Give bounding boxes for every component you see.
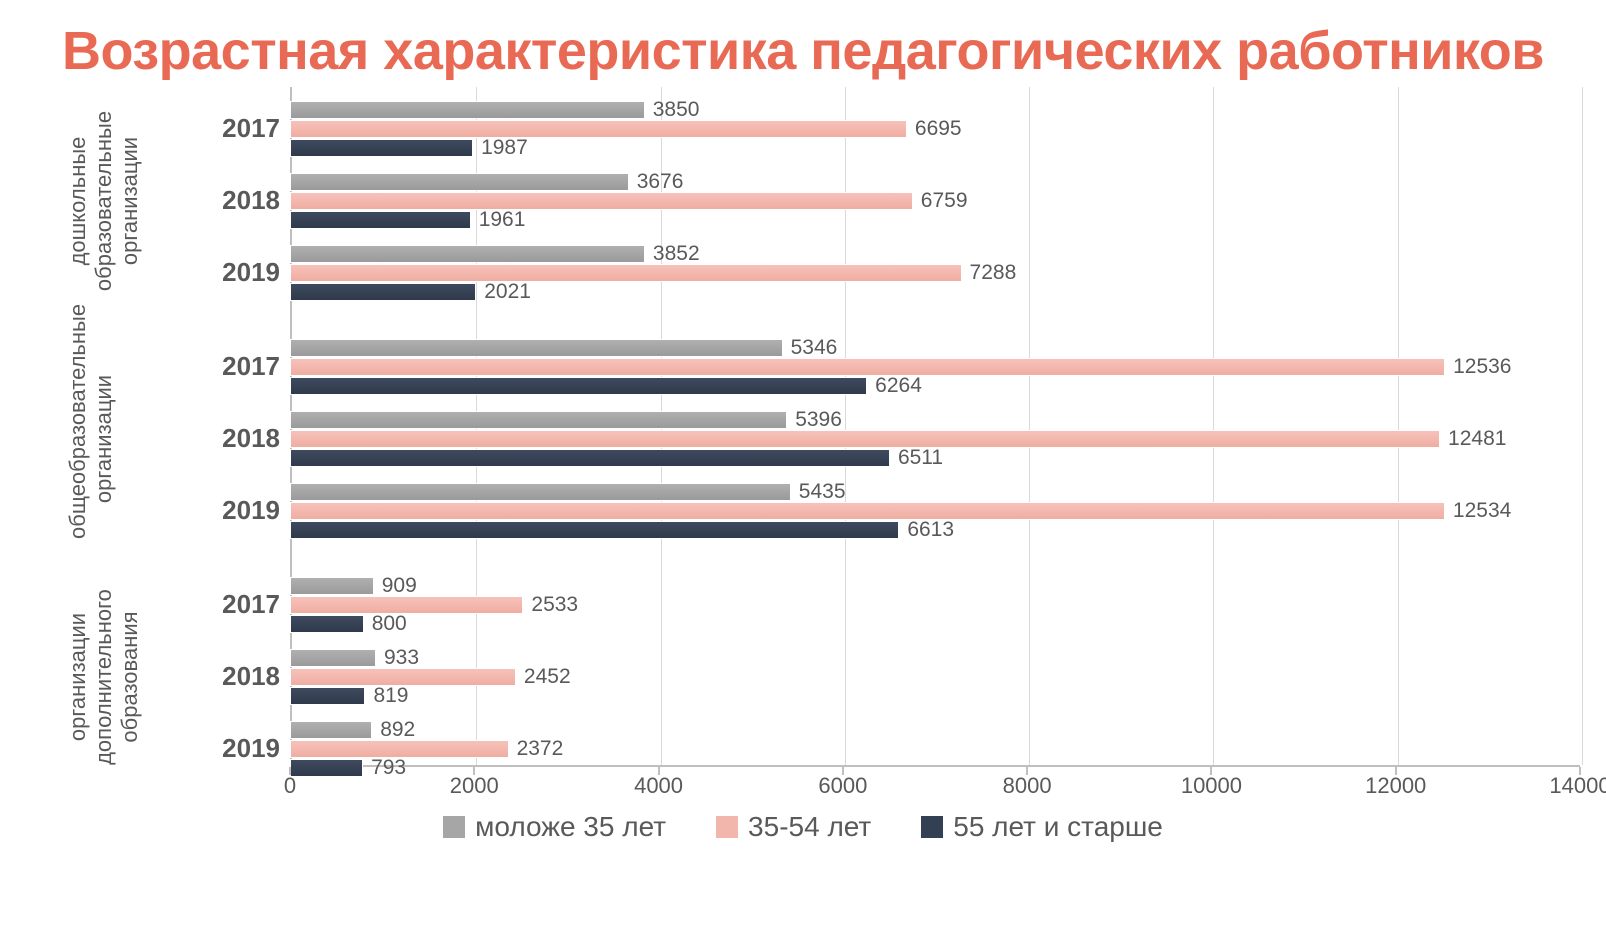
bar-old xyxy=(290,521,899,539)
legend-item: моложе 35 лет xyxy=(443,811,666,843)
x-tick-label: 10000 xyxy=(1181,773,1242,799)
legend-item: 35-54 лет xyxy=(716,811,871,843)
bar-mid xyxy=(290,430,1440,448)
bar-young xyxy=(290,411,787,429)
bar-value-label: 3850 xyxy=(653,98,700,122)
bar-mid xyxy=(290,502,1445,520)
bar-value-label: 2452 xyxy=(524,665,571,689)
x-tick-label: 2000 xyxy=(450,773,499,799)
x-tick-label: 8000 xyxy=(1003,773,1052,799)
bar-mid xyxy=(290,120,907,138)
bar-value-label: 12534 xyxy=(1453,499,1511,523)
category-label: дошкольные образовательные организации xyxy=(65,101,135,301)
bar-old xyxy=(290,139,473,157)
x-tick-label: 6000 xyxy=(818,773,867,799)
x-tickmark xyxy=(1579,767,1581,775)
x-tick-label: 4000 xyxy=(634,773,683,799)
category-label: организации дополнительного образования xyxy=(65,577,135,777)
bar-value-label: 6264 xyxy=(875,374,922,398)
bar-young xyxy=(290,339,783,357)
bar-value-label: 6511 xyxy=(898,446,943,470)
year-label: 2017 xyxy=(190,351,280,382)
x-tickmark xyxy=(473,767,475,775)
legend-label: 35-54 лет xyxy=(748,811,871,843)
x-tickmark xyxy=(1395,767,1397,775)
bar-value-label: 5396 xyxy=(795,408,842,432)
bar-value-label: 819 xyxy=(373,684,408,708)
legend-label: 55 лет и старше xyxy=(953,811,1163,843)
bar-value-label: 2372 xyxy=(517,737,564,761)
bar-value-label: 3852 xyxy=(653,242,700,266)
gridline xyxy=(1029,87,1030,765)
x-tick-label: 12000 xyxy=(1365,773,1426,799)
chart-title: Возрастная характеристика педагогических… xyxy=(20,20,1586,82)
legend-label: моложе 35 лет xyxy=(475,811,666,843)
year-label: 2018 xyxy=(190,661,280,692)
bar-old xyxy=(290,449,890,467)
x-tick-label: 14000 xyxy=(1549,773,1606,799)
x-tickmark xyxy=(1026,767,1028,775)
bar-old xyxy=(290,283,476,301)
year-label: 2017 xyxy=(190,589,280,620)
bar-value-label: 12481 xyxy=(1448,427,1506,451)
gridline xyxy=(845,87,846,765)
bar-young xyxy=(290,245,645,263)
bar-value-label: 3676 xyxy=(637,170,684,194)
bar-value-label: 892 xyxy=(380,718,415,742)
bar-mid xyxy=(290,192,913,210)
page: Возрастная характеристика педагогических… xyxy=(0,0,1606,936)
x-tickmark xyxy=(842,767,844,775)
gridline xyxy=(1398,87,1399,765)
bar-young xyxy=(290,101,645,119)
bar-value-label: 6759 xyxy=(921,189,968,213)
legend-swatch xyxy=(443,816,465,838)
year-label: 2018 xyxy=(190,185,280,216)
bar-young xyxy=(290,173,629,191)
bar-value-label: 909 xyxy=(382,574,417,598)
bar-value-label: 7288 xyxy=(970,261,1017,285)
bar-young xyxy=(290,649,376,667)
x-tick-label: 0 xyxy=(284,773,296,799)
bar-value-label: 6613 xyxy=(907,518,954,542)
bar-mid xyxy=(290,358,1445,376)
bar-old xyxy=(290,377,867,395)
year-label: 2018 xyxy=(190,423,280,454)
bar-young xyxy=(290,577,374,595)
bar-value-label: 933 xyxy=(384,646,419,670)
bar-old xyxy=(290,615,364,633)
bar-young xyxy=(290,721,372,739)
bar-value-label: 5346 xyxy=(791,336,838,360)
bar-young xyxy=(290,483,791,501)
legend: моложе 35 лет 35-54 лет 55 лет и старше xyxy=(20,811,1586,843)
bar-value-label: 12536 xyxy=(1453,355,1511,379)
year-label: 2019 xyxy=(190,257,280,288)
bar-value-label: 800 xyxy=(372,612,407,636)
legend-swatch xyxy=(921,816,943,838)
year-label: 2019 xyxy=(190,495,280,526)
x-axis-labels: 02000400060008000100001200014000 xyxy=(290,773,1580,813)
year-label: 2017 xyxy=(190,113,280,144)
bar-old xyxy=(290,687,365,705)
bar-old xyxy=(290,211,471,229)
bar-value-label: 6695 xyxy=(915,117,962,141)
bar-value-label: 2021 xyxy=(484,280,531,304)
legend-swatch xyxy=(716,816,738,838)
x-tickmark xyxy=(289,767,291,775)
bar-value-label: 5435 xyxy=(799,480,846,504)
chart-wrap: дошкольные образовательные организации об… xyxy=(20,87,1586,857)
chart: дошкольные образовательные организации об… xyxy=(20,87,1586,807)
x-tickmark xyxy=(1210,767,1212,775)
bar-mid xyxy=(290,264,962,282)
x-tickmark xyxy=(658,767,660,775)
bar-value-label: 2533 xyxy=(531,593,578,617)
bar-value-label: 1987 xyxy=(481,136,528,160)
year-label: 2019 xyxy=(190,733,280,764)
legend-item: 55 лет и старше xyxy=(921,811,1163,843)
bar-value-label: 1961 xyxy=(479,208,526,232)
gridline xyxy=(1213,87,1214,765)
category-label: общеобразовательные организации xyxy=(65,339,135,539)
gridline xyxy=(1582,87,1583,765)
